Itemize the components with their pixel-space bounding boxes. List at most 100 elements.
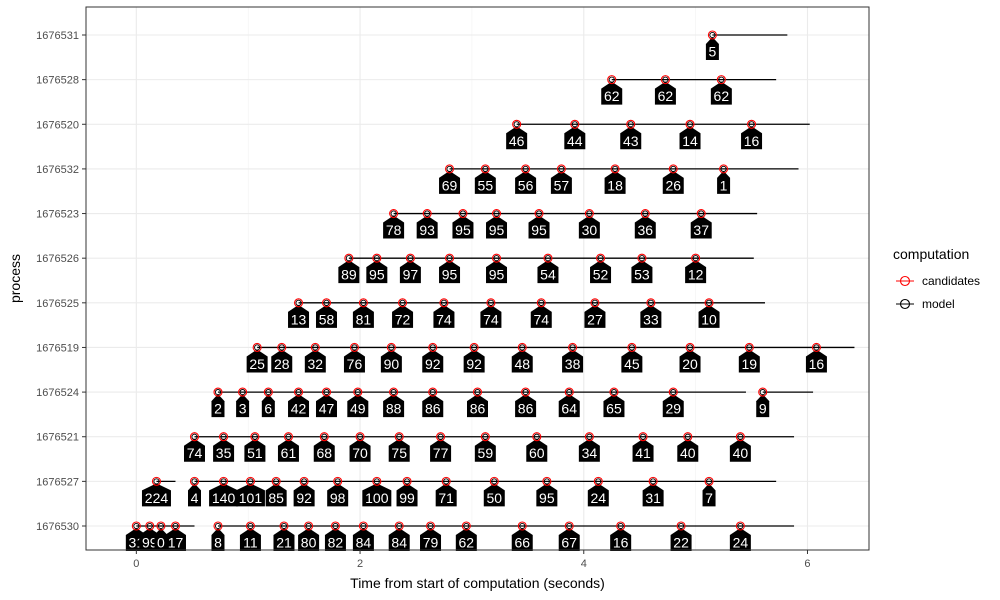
tag-label: 85	[268, 490, 284, 506]
candidate-tag: 98	[327, 476, 349, 507]
candidate-marker	[811, 342, 821, 353]
model-marker	[305, 522, 312, 530]
tag-shape	[578, 215, 600, 239]
candidate-tag: 95	[439, 253, 461, 284]
model-marker	[172, 522, 179, 530]
candidate-marker	[512, 119, 522, 129]
tag-shape	[388, 528, 410, 551]
tag-shape	[261, 394, 275, 418]
tag-label: 45	[624, 356, 640, 372]
tag-shape	[601, 81, 623, 105]
tag-shape	[362, 483, 392, 507]
tag-label: 37	[693, 222, 709, 238]
candidate-marker	[245, 476, 255, 486]
candidate-tag: 84	[388, 521, 410, 551]
candidate-tag: 29	[662, 387, 684, 418]
candidate-marker	[238, 387, 248, 397]
tag-label: 19	[742, 356, 758, 372]
candidate-marker	[344, 253, 354, 263]
candidate-marker	[428, 387, 438, 397]
tag-shape	[805, 349, 827, 373]
candidate-marker	[480, 432, 490, 442]
candidate-marker	[683, 432, 693, 442]
model-marker	[692, 255, 699, 262]
tag-shape	[349, 438, 371, 462]
model-marker	[220, 433, 227, 440]
candidate-marker	[660, 75, 670, 85]
tag-shape	[347, 394, 369, 418]
tag-label: 62	[658, 88, 674, 104]
tag-label: 81	[356, 311, 372, 327]
tag-label: 72	[395, 311, 411, 327]
candidate-tag: 99	[396, 476, 418, 507]
y-tick-label: 1676523	[36, 209, 79, 221]
candidate-tag: 55	[474, 164, 496, 194]
model-marker	[443, 478, 450, 485]
candidate-tag: 24	[587, 476, 609, 507]
tag-label: 62	[604, 88, 620, 104]
model-marker	[650, 478, 657, 485]
candidate-tag: 57	[550, 164, 572, 194]
model-marker	[737, 433, 744, 440]
candidate-marker	[536, 298, 546, 308]
candidate-marker	[590, 298, 600, 308]
tag-label: 50	[486, 490, 502, 506]
tag-shape	[631, 260, 653, 284]
tag-shape	[416, 215, 438, 239]
model-marker	[390, 210, 397, 217]
model-marker	[543, 478, 550, 485]
model-marker	[638, 255, 645, 262]
candidate-marker	[355, 432, 365, 442]
tag-label: 82	[328, 535, 344, 551]
tag-label: 4	[191, 490, 199, 506]
candidate-marker	[517, 521, 527, 531]
model-marker	[133, 522, 140, 530]
model-marker	[705, 478, 713, 485]
candidate-tag: 67	[558, 521, 580, 551]
tag-shape	[584, 304, 606, 328]
tag-label: 41	[635, 445, 651, 461]
tag-shape	[590, 260, 612, 284]
tag-shape	[483, 483, 505, 507]
model-marker	[214, 389, 222, 396]
candidate-marker	[491, 208, 502, 219]
candidate-marker	[131, 521, 141, 531]
legend-key-marker	[899, 275, 911, 287]
tag-label: 92	[296, 490, 312, 506]
model-marker	[360, 522, 367, 530]
tag-label: 36	[637, 222, 653, 238]
candidate-tag: 53	[631, 253, 653, 284]
candidate-tag: 28	[271, 342, 293, 373]
tag-shape	[474, 170, 496, 194]
tag-shape	[486, 260, 508, 284]
model-marker	[678, 522, 685, 530]
model-marker	[493, 255, 500, 262]
tag-shape	[188, 483, 202, 507]
candidate-tag: 7	[702, 476, 716, 507]
tag-label: 49	[350, 401, 366, 417]
tag-label: 59	[478, 445, 494, 461]
candidate-tag: 90	[380, 342, 402, 373]
model-marker	[571, 121, 578, 128]
tag-label: 76	[347, 356, 363, 372]
candidate-tag: 34	[578, 432, 600, 462]
tag-shape	[154, 528, 168, 551]
y-tick-label: 1676528	[36, 75, 79, 87]
tag-shape	[562, 349, 584, 373]
tag-shape	[235, 483, 265, 507]
tag-label: 70	[352, 445, 368, 461]
candidate-tag: 69	[439, 164, 461, 194]
tag-shape	[558, 394, 580, 418]
candidate-marker	[489, 476, 499, 486]
tag-shape	[239, 528, 261, 551]
y-tick-label: 1676530	[36, 521, 79, 533]
candidate-marker	[358, 521, 368, 531]
candidate-tag: 36	[634, 208, 656, 239]
candidate-marker	[283, 432, 294, 442]
candidate-marker	[521, 387, 531, 397]
tag-shape	[550, 170, 572, 194]
candidate-marker	[145, 521, 155, 531]
model-marker	[295, 389, 302, 396]
candidate-marker	[304, 521, 314, 531]
